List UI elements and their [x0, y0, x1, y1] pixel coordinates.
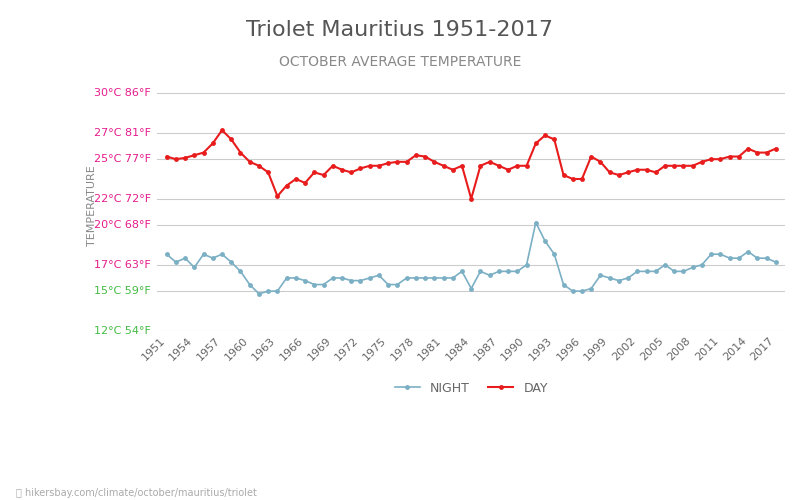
Text: 12°C 54°F: 12°C 54°F: [94, 326, 151, 336]
Text: 📍 hikersbay.com/climate/october/mauritius/triolet: 📍 hikersbay.com/climate/october/mauritiu…: [16, 488, 257, 498]
Text: 15°C 59°F: 15°C 59°F: [94, 286, 151, 296]
NIGHT: [236, 268, 246, 274]
Y-axis label: TEMPERATURE: TEMPERATURE: [87, 165, 97, 246]
DAY: [466, 196, 476, 202]
NIGHT: [531, 220, 541, 226]
DAY: [642, 166, 651, 172]
DAY: [208, 140, 218, 146]
NIGHT: [420, 275, 430, 281]
NIGHT: [254, 291, 264, 297]
DAY: [734, 154, 744, 160]
Text: 27°C 81°F: 27°C 81°F: [94, 128, 151, 138]
Line: DAY: DAY: [164, 128, 778, 201]
NIGHT: [208, 255, 218, 261]
NIGHT: [771, 259, 781, 265]
Text: 20°C 68°F: 20°C 68°F: [94, 220, 151, 230]
Legend: NIGHT, DAY: NIGHT, DAY: [390, 376, 553, 400]
Line: NIGHT: NIGHT: [164, 220, 778, 296]
Text: Triolet Mauritius 1951-2017: Triolet Mauritius 1951-2017: [246, 20, 554, 40]
NIGHT: [162, 251, 171, 257]
Text: 22°C 72°F: 22°C 72°F: [94, 194, 151, 204]
DAY: [771, 146, 781, 152]
DAY: [245, 159, 254, 165]
DAY: [162, 154, 171, 160]
NIGHT: [734, 255, 744, 261]
Text: OCTOBER AVERAGE TEMPERATURE: OCTOBER AVERAGE TEMPERATURE: [279, 55, 521, 69]
NIGHT: [642, 268, 651, 274]
DAY: [448, 166, 458, 172]
DAY: [218, 127, 227, 133]
DAY: [420, 154, 430, 160]
Text: 25°C 77°F: 25°C 77°F: [94, 154, 151, 164]
Text: 30°C 86°F: 30°C 86°F: [94, 88, 151, 98]
Text: 17°C 63°F: 17°C 63°F: [94, 260, 151, 270]
NIGHT: [448, 275, 458, 281]
